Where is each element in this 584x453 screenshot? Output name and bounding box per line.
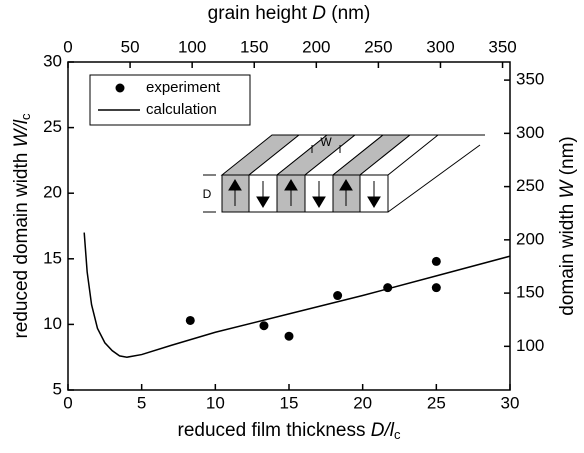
- x2-tick-label: 250: [364, 37, 392, 56]
- y-axis-label: reduced domain width W/lc: [11, 113, 33, 339]
- x-tick-label: 15: [280, 393, 299, 412]
- y-tick-label: 5: [53, 379, 62, 398]
- x2-tick-label: 50: [121, 37, 140, 56]
- x2-axis-label: grain height D (nm): [208, 3, 371, 24]
- y2-axis-label-var: W: [557, 179, 578, 199]
- x2-tick-label: 350: [488, 37, 516, 56]
- x-axis-label-sub: c: [394, 427, 401, 442]
- data-point: [333, 291, 343, 301]
- inset-diagram: W D: [203, 134, 485, 213]
- y-tick-label: 15: [43, 248, 62, 267]
- x2-tick-label: 0: [63, 37, 72, 56]
- inset-w-label: W: [320, 135, 332, 149]
- x-axis-label: reduced film thickness D/lc: [178, 420, 401, 442]
- y-axis-label-sub: c: [18, 113, 33, 120]
- x-tick-label: 10: [206, 393, 225, 412]
- data-point: [431, 256, 441, 266]
- y2-tick-label: 150: [516, 283, 544, 302]
- y2-tick-label: 100: [516, 336, 544, 355]
- y2-tick-label: 200: [516, 229, 544, 248]
- x-tick-label: 20: [353, 393, 372, 412]
- legend-box: [89, 74, 251, 126]
- x-axis-label-text: reduced film thickness: [178, 420, 371, 441]
- y-tick-label: 30: [43, 51, 62, 70]
- x2-axis-label-unit: (nm): [326, 3, 370, 24]
- legend-label: experiment: [146, 79, 221, 96]
- legend-label: calculation: [146, 101, 217, 118]
- x2-axis-label-text: grain height: [208, 3, 313, 24]
- x-tick-label: 25: [427, 393, 446, 412]
- y-axis-label-var: W/l: [11, 119, 32, 147]
- legend-marker: [115, 83, 125, 93]
- x-axis-label-var: D/l: [371, 420, 395, 441]
- y2-axis-label-unit: (nm): [557, 136, 578, 180]
- y-tick-label: 20: [43, 183, 62, 202]
- x2-tick-label: 200: [302, 37, 330, 56]
- y2-tick-label: 350: [516, 70, 544, 89]
- x-tick-label: 0: [63, 393, 72, 412]
- x2-tick-label: 150: [240, 37, 268, 56]
- x2-tick-label: 100: [178, 37, 206, 56]
- data-point: [431, 283, 441, 293]
- y-tick-label: 25: [43, 117, 62, 136]
- data-point: [284, 331, 294, 341]
- data-line: [83, 232, 511, 358]
- y-tick-label: 10: [43, 314, 62, 333]
- x2-tick-label: 300: [426, 37, 454, 56]
- x2-axis-label-var: D: [312, 3, 326, 24]
- data-point: [259, 321, 269, 331]
- y2-tick-label: 300: [516, 123, 544, 142]
- x-tick-label: 30: [501, 393, 520, 412]
- inset-d-label: D: [203, 187, 212, 201]
- x-tick-label: 5: [137, 393, 146, 412]
- data-point: [185, 315, 195, 325]
- y2-axis-label: domain width W (nm): [557, 136, 578, 316]
- y-axis-label-text: reduced domain width: [11, 147, 32, 338]
- y2-tick-label: 250: [516, 176, 544, 195]
- y2-axis-label-text: domain width: [557, 199, 578, 316]
